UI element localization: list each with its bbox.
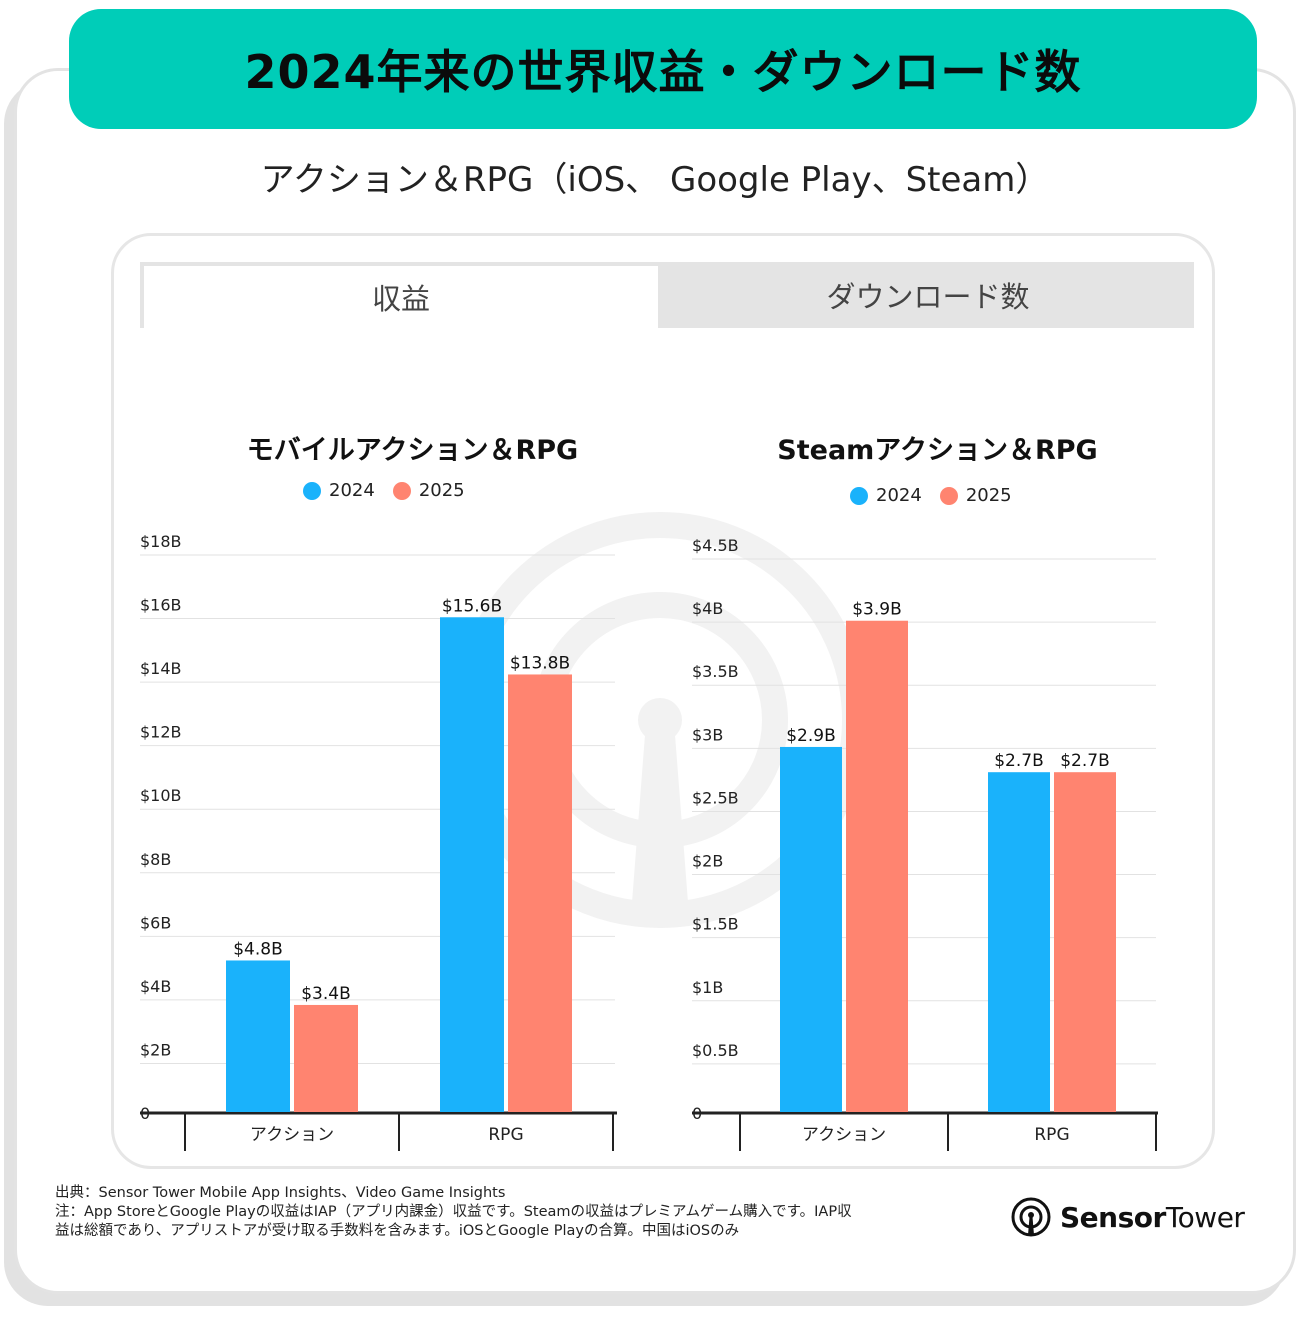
legend-item-2024: 2024 [850,485,922,506]
page-title: 2024年来の世界収益・ダウンロード数 [244,45,1082,99]
tab-downloads-label: ダウンロード数 [826,280,1030,314]
legend-label-2025: 2025 [965,485,1012,506]
footnote-source: 出典：Sensor Tower Mobile App Insights、Vide… [55,1185,506,1201]
logo-wordmark-regular: Tower [1165,1200,1245,1234]
legend-label-2024: 2024 [329,480,375,501]
page-subtitle: アクション＆RPG（iOS、 Google Play、Steam） [260,160,1050,200]
sensor-tower-logo-icon [1011,1197,1051,1237]
footnote: 出典：Sensor Tower Mobile App Insights、Vide… [55,1184,955,1241]
legend-steam: 2024 2025 [850,485,1012,506]
legend-swatch-2024 [303,481,321,500]
sensor-tower-logo: SensorTower [1010,1196,1245,1238]
tab-revenue-label: 収益 [371,282,430,316]
footnote-note-1: 注：App StoreとGoogle Playの収益はIAP（アプリ内課金）収益… [55,1204,852,1220]
chart-title-steam: Steamアクション＆RPG [777,435,1098,466]
legend-label-2025: 2025 [418,480,465,501]
legend-item-2025: 2025 [939,485,1012,506]
tab-revenue[interactable]: 収益 [140,262,662,328]
legend-item-2024: 2024 [303,480,375,501]
legend-swatch-2025 [939,486,958,505]
tab-bar: 収益 ダウンロード数 [140,262,1194,328]
chart-title-mobile: モバイルアクション＆RPG [246,435,579,466]
legend-mobile: 2024 2025 [303,480,465,501]
logo-wordmark: SensorTower [1060,1200,1245,1234]
tab-downloads[interactable]: ダウンロード数 [662,262,1194,328]
legend-label-2024: 2024 [876,485,922,506]
sensor-tower-watermark-icon [452,512,868,928]
legend-swatch-2025 [392,481,411,500]
logo-wordmark-bold: Sensor [1060,1200,1166,1234]
footnote-note-2: 益は総額であり、アプリストアが受け取る手数料を含みます。iOSとGoogle P… [55,1223,740,1239]
legend-item-2025: 2025 [392,480,465,501]
title-banner: 2024年来の世界収益・ダウンロード数 [69,9,1257,129]
legend-swatch-2024 [850,486,868,505]
